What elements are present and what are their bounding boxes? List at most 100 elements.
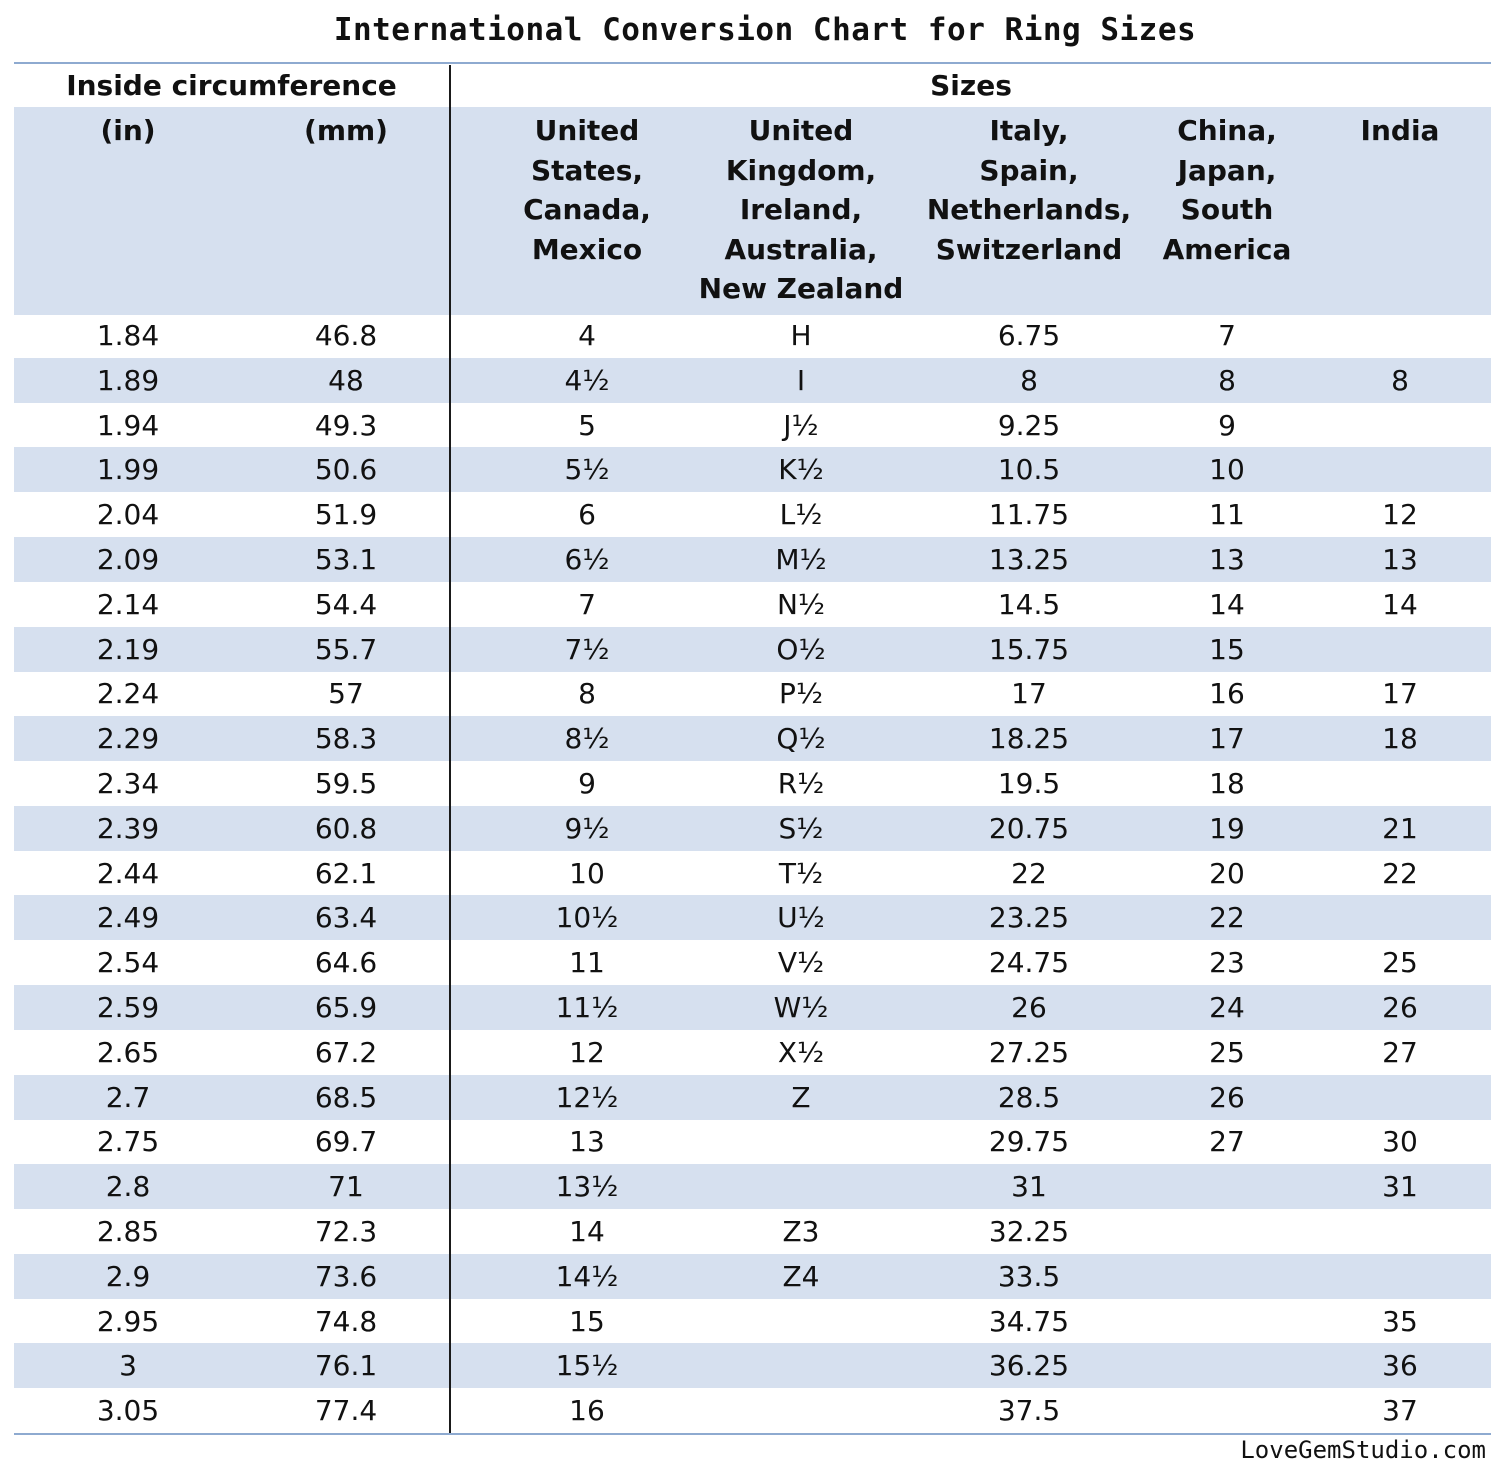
cell-uk: Z [791,1080,811,1114]
cell-us: 8½ [564,722,610,756]
cell-italy: 26 [1011,991,1047,1024]
cell-india [1310,895,1490,940]
cell-mm: 76.1 [314,1349,378,1383]
cell-us: 5 [578,408,596,442]
table-row: 2.44 62.1 10 T½ 22 20 22 [14,851,1491,896]
table-row: 2.8 71 13½ 31 31 [14,1164,1491,1210]
cell-uk: R½ [777,767,825,800]
cell-italy: 17 [1011,677,1047,711]
table-row: 2.85 72.3 14 Z3 32.25 [14,1209,1491,1254]
cell-in: 1.89 [96,363,160,397]
table-row: 2.49 63.4 10½ U½ 23.25 22 [14,895,1491,941]
site-credit: LoveGemStudio.com [1240,1436,1486,1464]
cell-in: 2.95 [96,1304,160,1338]
group-header-row: Inside circumference Sizes [14,65,1491,106]
cell-india: 21 [1382,811,1418,845]
table-row: 2.75 69.7 13 29.75 27 30 [14,1119,1491,1164]
cell-us: 5½ [564,453,610,487]
column-header-italy: Italy, Spain, Netherlands, Switzerland [926,114,1132,266]
table-row: 2.29 58.3 8½ Q½ 18.25 17 18 [14,716,1491,762]
cell-uk [688,1164,914,1209]
cell-india: 12 [1382,498,1418,532]
cell-italy: 34.75 [988,1304,1070,1338]
cell-china [1144,1209,1310,1254]
cell-in: 2.85 [96,1215,160,1248]
table-row: 2.14 54.4 7 N½ 14.5 14 14 [14,582,1491,627]
table-row: 1.99 50.6 5½ K½ 10.5 10 [14,447,1491,493]
cell-in: 2.9 [105,1259,151,1293]
cell-china: 20 [1209,856,1245,890]
cell-india: 17 [1382,677,1418,711]
cell-mm: 54.4 [314,587,378,621]
cell-uk: Z3 [782,1215,820,1248]
cell-india [1310,403,1490,448]
table-row: 1.89 48 4½ I 8 8 8 [14,357,1491,403]
cell-mm: 64.6 [314,946,378,980]
cell-italy: 36.25 [988,1349,1070,1383]
cell-us: 9½ [564,811,610,845]
cell-india: 25 [1382,946,1418,980]
cell-in: 3.05 [96,1394,160,1428]
cell-mm: 60.8 [314,811,378,845]
table-row: 2.19 55.7 7½ O½ 15.75 15 [14,626,1491,672]
cell-uk [688,1299,914,1344]
table-row: 1.94 49.3 5 J½ 9.25 9 [14,403,1491,448]
cell-italy: 6.75 [997,319,1061,352]
cell-india: 22 [1382,856,1418,890]
table-row: 2.24 57 8 P½ 17 16 17 [14,671,1491,716]
cell-uk: M½ [775,543,827,576]
table-row: 2.39 60.8 9½ S½ 20.75 19 21 [14,805,1491,851]
cell-china [1144,1254,1310,1299]
cell-in: 2.39 [96,811,160,845]
cell-mm: 53.1 [314,543,378,576]
cell-in: 2.49 [96,901,160,935]
cell-china: 10 [1209,453,1245,487]
cell-us: 10 [569,856,605,890]
cell-india [1310,447,1490,492]
group-header-circumference: Inside circumference [66,69,397,102]
cell-in: 2.09 [96,543,160,576]
column-header-uk: United Kingdom, Ireland, Australia, New … [698,114,904,305]
table-row: 2.95 74.8 15 34.75 35 [14,1299,1491,1344]
cell-china: 7 [1218,319,1236,352]
cell-italy: 10.5 [997,453,1061,487]
cell-mm: 59.5 [314,767,378,800]
cell-us: 14½ [555,1259,619,1293]
cell-us: 7½ [564,632,610,666]
cell-china: 8 [1218,363,1236,397]
cell-china: 26 [1209,1080,1245,1114]
cell-china: 13 [1209,543,1245,576]
column-header-china: China, Japan, South America [1162,114,1292,266]
cell-italy: 28.5 [997,1080,1061,1114]
cell-in: 2.14 [96,587,160,621]
cell-in: 1.84 [96,319,160,352]
cell-china [1144,1343,1310,1388]
cell-us: 12½ [555,1080,619,1114]
column-header-us: United States, Canada, Mexico [523,114,651,266]
table-row: 2.59 65.9 11½ W½ 26 24 26 [14,985,1491,1030]
top-rule [14,62,1491,64]
table-row: 1.84 46.8 4 H 6.75 7 [14,313,1491,358]
column-divider [449,65,451,1434]
cell-us: 10½ [555,901,619,935]
table-row: 3.05 77.4 16 37.5 37 [14,1388,1491,1433]
cell-uk [688,1388,914,1433]
cell-mm: 57 [328,677,364,711]
cell-italy: 11.75 [988,498,1070,532]
cell-china: 14 [1209,587,1245,621]
cell-mm: 63.4 [314,901,378,935]
cell-india [1310,1254,1490,1299]
cell-italy: 37.5 [997,1394,1061,1428]
cell-mm: 62.1 [314,856,378,890]
cell-italy: 33.5 [997,1259,1061,1293]
table-row: 2.9 73.6 14½ Z4 33.5 [14,1253,1491,1299]
cell-mm: 74.8 [314,1304,378,1338]
table-row: 2.09 53.1 6½ M½ 13.25 13 13 [14,537,1491,582]
cell-us: 15 [569,1304,605,1338]
cell-mm: 58.3 [314,722,378,756]
cell-mm: 69.7 [314,1125,378,1159]
cell-uk [688,1343,914,1388]
cell-mm: 49.3 [314,408,378,442]
column-header-row: (in) (mm) United States, Canada, Mexico … [14,107,1491,315]
cell-uk: L½ [779,498,823,532]
